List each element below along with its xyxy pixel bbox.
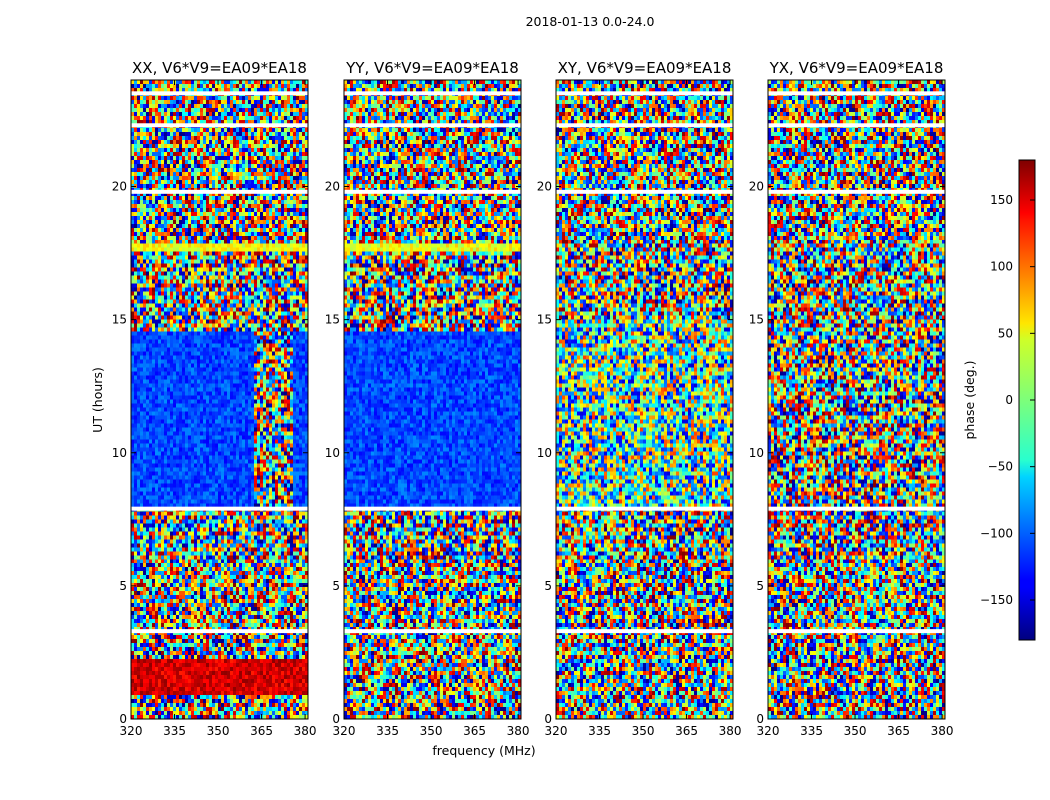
y-axis-label: UT (hours): [90, 367, 105, 433]
y-tick-label: 10: [537, 446, 552, 460]
y-tick-label: 5: [332, 579, 340, 593]
x-tick-label: 365: [675, 724, 698, 738]
y-tick-label: 0: [544, 712, 552, 726]
y-tick-label: 0: [756, 712, 764, 726]
y-tick-label: 20: [325, 180, 340, 194]
flagged-row: [556, 123, 733, 128]
x-tick-label: 365: [250, 724, 273, 738]
panel-title: YY, V6*V9=EA09*EA18: [345, 59, 519, 77]
y-tick-label: 20: [112, 180, 127, 194]
y-tick-label: 15: [325, 313, 340, 327]
x-tick-label: 320: [757, 724, 780, 738]
colorbar-tick-label: 0: [1005, 393, 1013, 407]
y-tick-label: 5: [119, 579, 127, 593]
heatmap-xy: [556, 80, 733, 719]
flagged-row: [768, 91, 945, 96]
panel-frame: [343, 79, 522, 720]
flagged-row: [768, 189, 945, 194]
y-tick-label: 5: [756, 579, 764, 593]
colorbar-tick-label: −50: [988, 460, 1013, 474]
flagged-row: [556, 629, 733, 634]
heatmap-xx: [131, 80, 308, 719]
y-tick-label: 15: [749, 313, 764, 327]
x-tick-label: 320: [333, 724, 356, 738]
flagged-row: [344, 123, 521, 128]
y-tick-label: 15: [537, 313, 552, 327]
flagged-row: [131, 506, 308, 511]
heatmap-yy: [344, 80, 521, 719]
panel-yy: YY, V6*V9=EA09*EA18 320 335 350 365 380 0 5 10 15…: [325, 59, 530, 738]
x-tick-label: 335: [800, 724, 823, 738]
colorbar-tick-label: −150: [980, 593, 1013, 607]
colorbar-tick-label: −100: [980, 526, 1013, 540]
panel-xy: XY, V6*V9=EA09*EA18 320 335 350 365 380 0 5 10 15…: [537, 59, 742, 738]
x-tick-label: 380: [931, 724, 954, 738]
panels-group: XX, V6*V9=EA09*EA18 320 335 350 365 380 0 5 10 15…: [112, 59, 954, 738]
flagged-row: [131, 91, 308, 96]
x-tick-label: 350: [207, 724, 230, 738]
x-tick-label: 365: [463, 724, 486, 738]
x-tick-label: 380: [719, 724, 742, 738]
flagged-row: [768, 123, 945, 128]
x-tick-label: 335: [588, 724, 611, 738]
colorbar-tick-label: 50: [998, 326, 1013, 340]
panel-frame: [767, 79, 946, 720]
panel-title: XX, V6*V9=EA09*EA18: [132, 59, 307, 77]
x-tick-label: 365: [887, 724, 910, 738]
y-tick-label: 10: [112, 446, 127, 460]
colorbar-ticks: 150 100 50 0 −50 −100 −150: [980, 193, 1035, 607]
figure-suptitle: 2018-01-13 0.0-24.0: [526, 14, 655, 29]
panel-title: YX, V6*V9=EA09*EA18: [769, 59, 944, 77]
flagged-row: [556, 189, 733, 194]
flagged-row: [344, 189, 521, 194]
y-tick-label: 0: [119, 712, 127, 726]
y-tick-label: 20: [749, 180, 764, 194]
flagged-row: [131, 629, 308, 634]
x-tick-label: 320: [120, 724, 143, 738]
panel-frame: [555, 79, 734, 720]
flagged-row: [556, 91, 733, 96]
y-tick-label: 10: [325, 446, 340, 460]
x-tick-label: 350: [632, 724, 655, 738]
x-tick-label: 335: [376, 724, 399, 738]
panel-title: XY, V6*V9=EA09*EA18: [558, 59, 732, 77]
panel-frame: [130, 79, 309, 720]
y-tick-label: 20: [537, 180, 552, 194]
x-tick-label: 380: [294, 724, 317, 738]
x-tick-label: 380: [507, 724, 530, 738]
panel-yx: YX, V6*V9=EA09*EA18 320 335 350 365 380 0 5 10 15…: [749, 59, 954, 738]
y-tick-label: 0: [332, 712, 340, 726]
y-tick-label: 15: [112, 313, 127, 327]
flagged-row: [131, 189, 308, 194]
flagged-row: [768, 629, 945, 634]
x-tick-label: 350: [844, 724, 867, 738]
colorbar-tick-label: 150: [990, 193, 1013, 207]
x-axis-label: frequency (MHz): [432, 743, 535, 758]
y-tick-label: 10: [749, 446, 764, 460]
x-tick-label: 320: [545, 724, 568, 738]
flagged-row: [344, 506, 521, 511]
colorbar-tick-label: 100: [990, 260, 1013, 274]
heatmap-yx: [768, 80, 945, 719]
flagged-row: [131, 123, 308, 128]
flagged-row: [768, 506, 945, 511]
x-tick-label: 350: [420, 724, 443, 738]
y-tick-label: 5: [544, 579, 552, 593]
flagged-row: [344, 629, 521, 634]
flagged-row: [556, 506, 733, 511]
x-tick-label: 335: [163, 724, 186, 738]
colorbar: 150 100 50 0 −50 −100 −150 phase (deg.): [962, 159, 1036, 641]
flagged-row: [344, 91, 521, 96]
colorbar-label: phase (deg.): [962, 361, 977, 440]
panel-xx: XX, V6*V9=EA09*EA18 320 335 350 365 380 0 5 10 15…: [112, 59, 317, 738]
